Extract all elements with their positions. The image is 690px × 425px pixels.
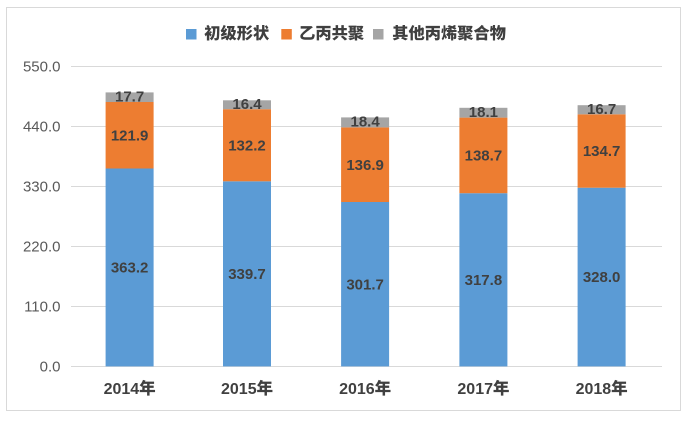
svg-text:17.7: 17.7 [115,89,144,106]
svg-text:550.0: 550.0 [23,59,61,76]
svg-text:328.0: 328.0 [583,269,621,286]
svg-text:138.7: 138.7 [465,148,503,165]
svg-text:136.9: 136.9 [346,157,384,174]
svg-text:2016: 2016 [339,381,375,398]
svg-text:301.7: 301.7 [346,276,384,293]
svg-text:2015: 2015 [221,381,257,398]
svg-text:132.2: 132.2 [228,137,266,154]
svg-text:16.7: 16.7 [587,101,616,118]
svg-text:2014: 2014 [104,381,140,398]
svg-text:339.7: 339.7 [228,266,266,283]
svg-text:440.0: 440.0 [23,119,61,136]
svg-text:18.1: 18.1 [469,104,498,121]
svg-text:363.2: 363.2 [111,260,149,277]
svg-text:18.4: 18.4 [350,114,380,131]
svg-text:220.0: 220.0 [23,239,61,256]
svg-text:2017: 2017 [457,381,493,398]
svg-text:134.7: 134.7 [583,143,621,160]
svg-text:0.0: 0.0 [40,359,61,376]
svg-text:16.4: 16.4 [232,96,262,113]
svg-text:330.0: 330.0 [23,179,61,196]
svg-text:121.9: 121.9 [111,127,149,144]
svg-text:110.0: 110.0 [24,299,60,316]
svg-text:317.8: 317.8 [465,272,503,289]
svg-text:2018: 2018 [576,381,612,398]
